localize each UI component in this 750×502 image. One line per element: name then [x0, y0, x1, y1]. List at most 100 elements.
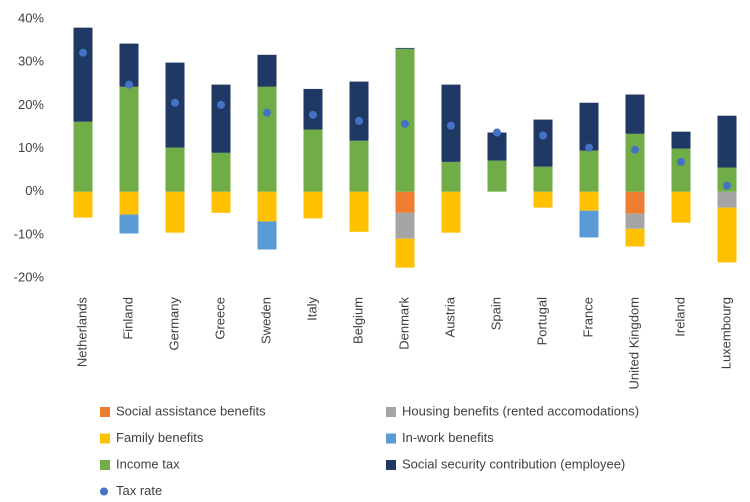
bar-segment	[533, 166, 553, 192]
bar-segment	[717, 207, 737, 263]
x-tick-label: Ireland	[672, 297, 687, 337]
bar-segment	[395, 47, 415, 49]
bar-segment	[257, 191, 277, 222]
bar-segment	[73, 191, 93, 218]
bar-segment	[395, 212, 415, 239]
bar-segment	[349, 191, 369, 232]
tax-rate-dot	[447, 121, 455, 130]
bar-segment	[303, 191, 323, 219]
bar-segment	[717, 115, 737, 168]
bar-segment	[625, 191, 645, 214]
bar-segment	[441, 161, 461, 192]
y-tick-label: 0%	[25, 183, 44, 198]
bar-segment	[625, 94, 645, 134]
bar-segment	[579, 210, 599, 238]
x-tick-label: France	[580, 297, 595, 337]
legend-label: Social assistance benefits	[116, 403, 266, 418]
tax-rate-dot	[79, 48, 87, 57]
x-tick-label: Belgium	[350, 297, 365, 344]
legend-marker	[100, 407, 110, 417]
tax-rate-dot	[217, 100, 225, 109]
bar-segment	[717, 191, 737, 208]
legend-marker	[386, 460, 396, 470]
legend-label: Income tax	[116, 456, 180, 471]
bar-segment	[487, 132, 507, 161]
tax-rate-dot	[263, 108, 271, 117]
x-tick-label: Germany	[166, 297, 181, 351]
tax-rate-dot	[401, 119, 409, 128]
legend-label: Tax rate	[116, 483, 162, 498]
x-tick-label: Luxembourg	[718, 297, 733, 369]
bar-segment	[303, 129, 323, 192]
x-tick-label: Finland	[120, 297, 135, 340]
bar-segment	[625, 133, 645, 192]
bar-segment	[395, 191, 415, 213]
bar-segment	[211, 191, 231, 213]
x-tick-label: Italy	[304, 297, 319, 321]
x-tick-label: Austria	[442, 296, 457, 337]
bar-segment	[165, 147, 185, 192]
bar-segment	[625, 213, 645, 229]
bar-segment	[211, 152, 231, 192]
y-tick-label: 40%	[18, 10, 44, 25]
bar-segment	[533, 191, 553, 208]
bar-segment	[579, 102, 599, 151]
tax-rate-dot	[125, 80, 133, 89]
tax-rate-dot	[171, 98, 179, 107]
bar-segment	[625, 228, 645, 247]
x-tick-label: Sweden	[258, 297, 273, 344]
bar-segment	[257, 221, 277, 250]
x-tick-label: Spain	[488, 297, 503, 330]
y-tick-label: -10%	[14, 226, 45, 241]
x-tick-label: Greece	[212, 297, 227, 340]
x-tick-label: Netherlands	[74, 297, 89, 368]
legend-marker	[100, 433, 110, 444]
bar-segment	[441, 191, 461, 233]
legend-label: In-work benefits	[402, 430, 494, 445]
legend-label: Family benefits	[116, 430, 204, 445]
bar-segment	[303, 88, 323, 130]
tax-rate-dot	[355, 116, 363, 125]
bar-segment	[73, 27, 93, 122]
bar-segment	[119, 191, 139, 215]
y-tick-label: -20%	[14, 269, 45, 284]
x-tick-label: United Kingdom	[626, 297, 641, 390]
x-tick-label: Denmark	[396, 297, 411, 350]
bar-segment	[671, 148, 691, 192]
bar-segment	[579, 150, 599, 192]
tax-rate-dot	[539, 131, 547, 140]
bar-segment	[671, 191, 691, 223]
bar-segment	[349, 81, 369, 141]
bar-segment	[73, 121, 93, 192]
bar-segment	[211, 84, 231, 153]
legend-marker	[100, 487, 108, 496]
tax-rate-dot	[585, 143, 593, 152]
bar-segment	[487, 160, 507, 192]
y-tick-label: 20%	[18, 97, 44, 112]
tax-rate-dot	[493, 128, 501, 137]
y-tick-label: 30%	[18, 54, 44, 69]
y-tick-label: 10%	[18, 140, 44, 155]
bar-segment	[395, 238, 415, 268]
bar-segment	[257, 86, 277, 192]
legend-label: Housing benefits (rented accomodations)	[402, 403, 639, 418]
bar-segment	[119, 43, 139, 87]
bar-segment	[717, 167, 737, 192]
bar-segment	[119, 86, 139, 192]
bar-segment	[671, 131, 691, 149]
bar-segment	[533, 119, 553, 167]
legend-marker	[386, 407, 396, 417]
bar-segment	[119, 214, 139, 234]
tax-rate-dot	[309, 110, 317, 119]
tax-rate-dot	[677, 157, 685, 166]
x-tick-label: Portugal	[534, 297, 549, 346]
tax-rate-dot	[723, 181, 731, 190]
bar-segment	[349, 140, 369, 192]
legend-marker	[386, 433, 396, 444]
bar-segment	[165, 191, 185, 233]
legend-label: Social security contribution (employee)	[402, 456, 625, 471]
legend-marker	[100, 460, 110, 470]
bar-segment	[579, 191, 599, 211]
bar-segment	[257, 54, 277, 87]
